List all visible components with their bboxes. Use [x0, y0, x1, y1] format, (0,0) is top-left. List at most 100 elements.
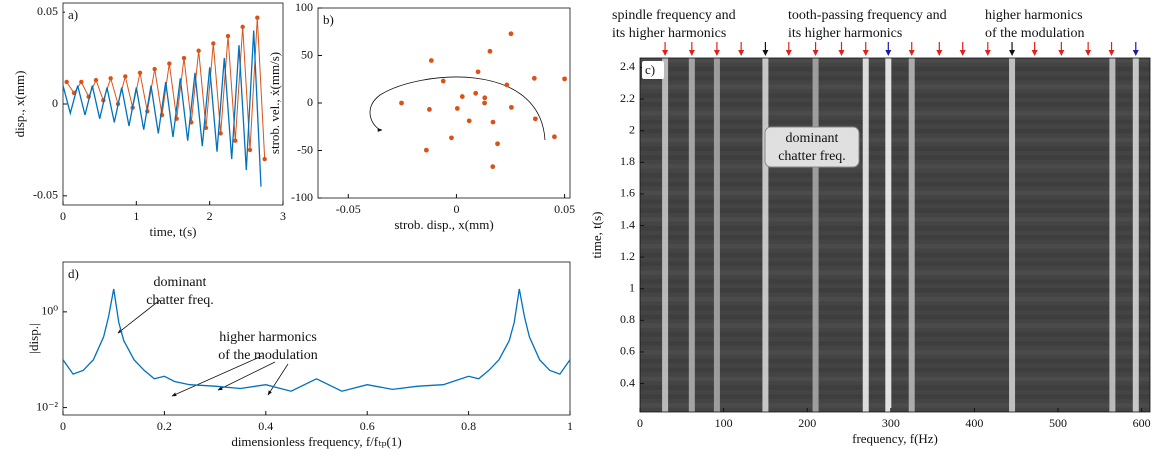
- x-tick-label: 400: [965, 416, 983, 430]
- series-marker: [233, 138, 238, 143]
- band-texture: [640, 111, 1150, 116]
- panel-label-box: [65, 6, 87, 24]
- spectral-stripe: [662, 58, 669, 412]
- scatter-point: [495, 141, 500, 147]
- band-texture: [640, 394, 1150, 399]
- annotation: its higher harmonics: [612, 26, 726, 41]
- panel-label: d): [68, 266, 79, 281]
- band-texture: [640, 376, 1150, 382]
- x-tick-label: 0.6: [360, 419, 375, 433]
- scatter-point: [482, 95, 488, 101]
- marker-arrow-head: [1132, 50, 1139, 56]
- marker-arrow-head: [908, 50, 915, 56]
- annotation: chatter freq.: [778, 149, 846, 164]
- x-tick-label: 200: [798, 416, 816, 430]
- spectral-stripe: [1132, 58, 1139, 412]
- marker-arrow-head: [959, 50, 966, 56]
- marker-arrow-head: [1031, 50, 1038, 56]
- y-axis-label: |disp.|: [26, 323, 41, 353]
- y-tick-label: 100: [295, 0, 313, 14]
- panel-label: c): [645, 62, 655, 77]
- band-texture: [640, 84, 1150, 89]
- x-tick-label: 0.4: [258, 419, 273, 433]
- marker-arrow-head: [1009, 50, 1016, 56]
- series-marker: [196, 48, 201, 53]
- marker-arrow-head: [738, 50, 745, 56]
- band-texture: [640, 314, 1150, 320]
- band-texture: [640, 367, 1150, 373]
- series-marker: [79, 79, 84, 85]
- y-tick-label: 2: [629, 122, 635, 136]
- panel-label: b): [323, 12, 334, 27]
- x-tick-label: 3: [280, 209, 286, 223]
- scatter-point: [562, 76, 567, 82]
- band-texture: [640, 252, 1150, 258]
- band-texture: [640, 358, 1150, 364]
- x-axis-label: dimensionless frequency, f/fₜₚ(1): [231, 434, 401, 449]
- annotation: tooth-passing frequency and: [788, 8, 947, 23]
- band-texture: [640, 243, 1150, 249]
- marker-arrow-head: [713, 50, 720, 56]
- marker-arrow-head: [936, 50, 943, 56]
- x-axis-label: strob. disp., x(mm): [394, 217, 493, 232]
- band-texture: [640, 199, 1150, 205]
- scatter-point: [482, 100, 487, 106]
- y-tick-label: 2.4: [620, 59, 635, 73]
- spectral-stripe: [762, 58, 769, 412]
- x-tick-label: -0.05: [336, 202, 361, 216]
- x-tick-label: 0: [60, 419, 66, 433]
- spectral-stripe: [1109, 58, 1116, 412]
- y-tick-label: 1.2: [620, 249, 635, 263]
- marker-arrow-head: [812, 50, 819, 56]
- spectral-stripe: [908, 58, 915, 412]
- series-marker: [255, 15, 260, 20]
- scatter-point: [487, 48, 493, 54]
- panel-label: a): [68, 7, 78, 22]
- band-texture: [640, 323, 1150, 328]
- scatter-point: [475, 69, 481, 75]
- band-texture: [640, 341, 1150, 346]
- band-texture: [640, 173, 1150, 178]
- plot-frame: [62, 261, 571, 416]
- band-texture: [640, 75, 1150, 81]
- scatter-point: [504, 82, 510, 88]
- scatter-point: [490, 164, 496, 170]
- scatter-point: [532, 116, 538, 122]
- scatter-point: [399, 100, 404, 106]
- band-texture: [640, 350, 1150, 355]
- scatter-point: [423, 147, 429, 153]
- scatter-point: [428, 58, 434, 63]
- series-marker: [218, 131, 223, 136]
- y-axis-label: time, t(s): [589, 212, 604, 259]
- y-tick-label: 2.2: [620, 91, 635, 105]
- band-texture: [640, 270, 1150, 275]
- series-marker: [247, 147, 253, 153]
- annotation: its higher harmonics: [788, 26, 902, 41]
- scatter-point: [531, 75, 537, 81]
- band-texture: [640, 93, 1150, 98]
- panel-label-box: [320, 11, 342, 29]
- annotation: dominant: [154, 275, 207, 290]
- x-tick-label: 300: [882, 416, 900, 430]
- series-marker: [203, 125, 209, 131]
- scatter-point: [490, 119, 496, 125]
- marker-arrow-head: [688, 50, 695, 56]
- band-texture: [640, 217, 1150, 222]
- x-tick-label: 0: [637, 416, 643, 430]
- band-texture: [640, 235, 1150, 240]
- marker-arrow-head: [984, 50, 991, 56]
- band-texture: [640, 288, 1150, 293]
- scatter-point: [508, 31, 514, 37]
- marker-arrow-head: [1085, 50, 1092, 56]
- series-marker: [64, 79, 69, 85]
- panel-label-box: [642, 61, 664, 79]
- band-texture: [640, 279, 1150, 284]
- marker-arrow-head: [785, 50, 792, 56]
- y-axis-label: strob. vel., ẋ(mm/s): [267, 52, 282, 154]
- series-marker: [108, 76, 113, 81]
- panel-label-box: [65, 265, 87, 283]
- x-tick-label: 1: [133, 209, 139, 223]
- y-tick-label: 1.6: [620, 186, 635, 200]
- annotation: spindle frequency and: [612, 8, 736, 23]
- y-tick-label: 1.4: [620, 217, 635, 231]
